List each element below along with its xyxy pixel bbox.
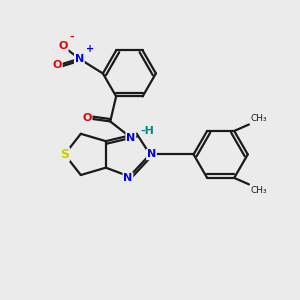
- Text: N: N: [123, 173, 133, 183]
- Text: +: +: [86, 44, 94, 54]
- Text: N: N: [126, 133, 136, 142]
- Text: -: -: [70, 32, 74, 42]
- Text: -H: -H: [140, 126, 154, 136]
- Text: CH₃: CH₃: [250, 186, 267, 195]
- Text: O: O: [58, 41, 68, 51]
- Text: O: O: [52, 60, 62, 70]
- Text: CH₃: CH₃: [250, 114, 267, 123]
- Text: N: N: [147, 149, 156, 159]
- Text: S: S: [60, 148, 69, 161]
- Text: N: N: [75, 54, 84, 64]
- Text: O: O: [82, 113, 92, 124]
